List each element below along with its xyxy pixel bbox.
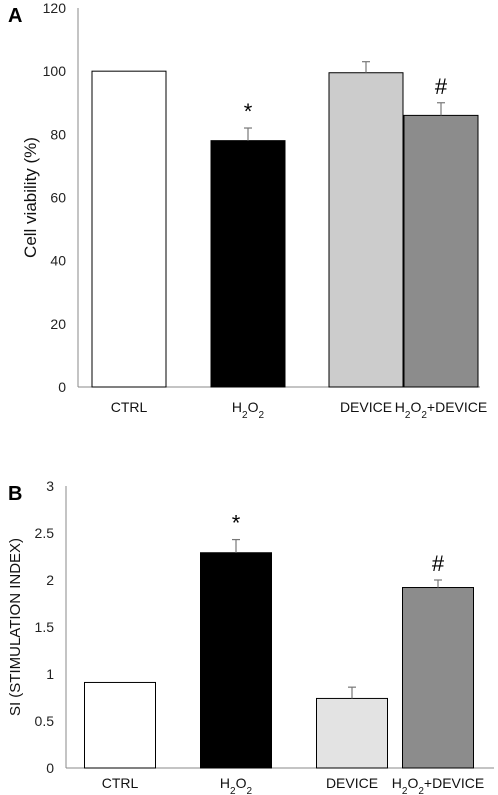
bar-device <box>328 72 404 388</box>
bar-ctrl <box>84 681 156 769</box>
chart-panel-a: A Cell viability (%) 0 20 40 60 80 100 120 CTRL * H… <box>8 0 487 421</box>
y-tick-label: 2.5 <box>35 525 55 541</box>
y-tick-label: 1.5 <box>35 619 55 635</box>
y-axis-title: Cell viability (%) <box>21 137 40 258</box>
y-tick-label: 80 <box>50 126 66 142</box>
x-category-label: DEVICE <box>326 775 378 791</box>
y-tick-label: 0.5 <box>35 713 55 729</box>
y-axis-title: SI (STIMULATION INDEX) <box>7 538 24 716</box>
y-tick-label: 40 <box>50 253 66 269</box>
y-tick-label: 60 <box>50 190 66 206</box>
y-tick-label: 1 <box>46 666 54 682</box>
panel-label: B <box>8 483 22 505</box>
bar-device <box>316 697 388 769</box>
significance-marker: * <box>232 511 241 536</box>
bar-ctrl <box>91 70 167 388</box>
x-category-label: DEVICE <box>340 399 392 415</box>
chart-panel-b: B SI (STIMULATION INDEX) 0 0.5 1 1.5 2 2.5 3 CTRL… <box>7 478 494 795</box>
significance-marker: * <box>244 99 253 124</box>
y-tick-label: 2 <box>46 572 54 588</box>
bar-h2o2-device <box>402 587 474 769</box>
y-tick-label: 20 <box>50 316 66 332</box>
x-category-label: CTRL <box>111 399 148 415</box>
y-tick-label: 120 <box>43 0 67 16</box>
bar-h2o2-device <box>403 114 479 388</box>
y-tick-label: 0 <box>58 379 66 395</box>
y-tick-label: 0 <box>46 760 54 776</box>
panel-label: A <box>8 5 22 27</box>
bar-h2o2 <box>210 140 286 388</box>
bar-h2o2 <box>200 552 272 769</box>
x-category-label: H2O2 <box>232 399 265 421</box>
x-category-label: H2O2+DEVICE <box>395 399 487 421</box>
significance-marker: # <box>435 74 448 99</box>
y-tick-label: 100 <box>43 63 67 79</box>
significance-marker: # <box>432 551 445 576</box>
x-category-label: CTRL <box>102 775 139 791</box>
y-tick-label: 3 <box>46 478 54 494</box>
x-category-label: H2O2+DEVICE <box>392 775 484 795</box>
x-category-label: H2O2 <box>220 775 253 795</box>
